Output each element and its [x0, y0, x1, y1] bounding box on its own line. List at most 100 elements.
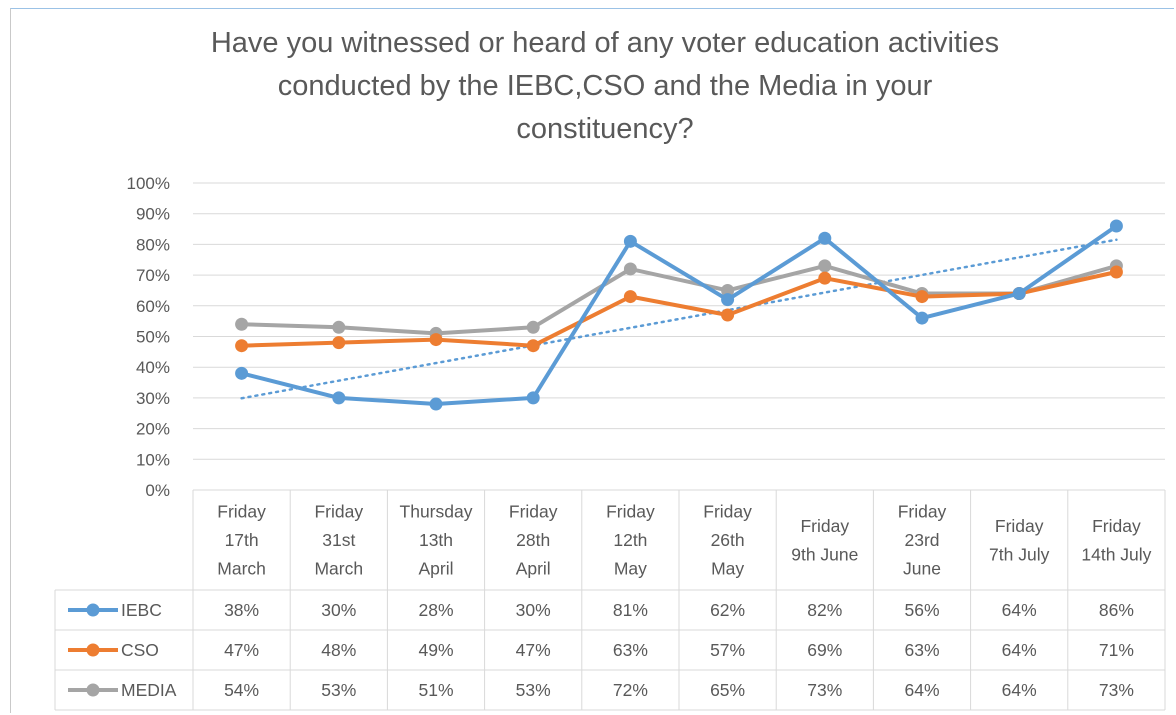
x-category-label: 7th July	[989, 544, 1050, 564]
cso-value-cell: 57%	[710, 640, 745, 660]
media-legend-label: MEDIA	[121, 680, 177, 700]
cso-value-cell: 48%	[321, 640, 356, 660]
cso-data-point	[915, 290, 929, 304]
y-tick-label: 60%	[136, 297, 170, 316]
y-tick-label: 0%	[145, 481, 170, 500]
media-value-cell: 64%	[1002, 680, 1037, 700]
iebc-legend-label: IEBC	[121, 600, 162, 620]
media-value-cell: 64%	[904, 680, 939, 700]
iebc-series-line	[241, 224, 1118, 406]
cso-data-point	[818, 271, 832, 285]
chart-title-line-1: Have you witnessed or heard of any voter…	[210, 27, 1000, 59]
iebc-data-point	[1012, 287, 1026, 301]
cso-data-point	[235, 339, 249, 353]
media-data-point	[526, 320, 540, 334]
y-tick-label: 30%	[136, 389, 170, 408]
media-value-cell: 51%	[418, 680, 453, 700]
x-category-label: Thursday	[400, 502, 473, 522]
x-category-label: 31st	[322, 530, 355, 550]
x-category-label: Friday	[509, 502, 558, 522]
chart-title-line-3: constituency?	[516, 113, 694, 145]
cso-series-line	[241, 270, 1117, 348]
x-category-label: 17th	[225, 530, 259, 550]
chart-frame	[10, 8, 1174, 713]
cso-legend-marker	[86, 643, 100, 657]
x-category-label: May	[614, 559, 647, 579]
media-series-line	[241, 263, 1117, 336]
iebc-value-cell: 28%	[418, 600, 453, 620]
x-category-label: April	[418, 559, 453, 579]
iebc-data-point	[429, 397, 443, 411]
media-data-point	[818, 259, 832, 273]
iebc-value-cell: 82%	[807, 600, 842, 620]
cso-data-point	[429, 333, 443, 347]
cso-data-point	[1109, 265, 1123, 279]
iebc-data-point	[915, 311, 929, 325]
media-value-cell: 65%	[710, 680, 745, 700]
x-category-label: Friday	[606, 502, 655, 522]
x-category-label: Friday	[995, 516, 1044, 536]
y-tick-label: 40%	[136, 358, 170, 377]
cso-value-cell: 49%	[418, 640, 453, 660]
cso-legend-label: CSO	[121, 640, 159, 660]
cso-value-cell: 47%	[224, 640, 259, 660]
y-tick-label: 20%	[136, 420, 170, 439]
media-value-cell: 72%	[613, 680, 648, 700]
media-value-cell: 73%	[1099, 680, 1134, 700]
x-category-label: Friday	[314, 502, 363, 522]
iebc-value-cell: 81%	[613, 600, 648, 620]
iebc-data-point	[332, 391, 346, 405]
iebc-data-point	[721, 293, 735, 307]
media-data-point	[623, 262, 637, 276]
x-category-label: March	[314, 559, 363, 579]
x-category-label: 9th June	[791, 544, 858, 564]
iebc-value-cell: 62%	[710, 600, 745, 620]
media-data-point	[235, 317, 249, 331]
x-category-label: Friday	[1092, 516, 1141, 536]
x-category-label: 23rd	[904, 530, 939, 550]
x-category-label: April	[516, 559, 551, 579]
cso-data-point	[332, 336, 346, 350]
cso-data-point	[526, 339, 540, 353]
cso-value-cell: 63%	[904, 640, 939, 660]
y-tick-label: 80%	[136, 235, 170, 254]
x-category-label: 12th	[613, 530, 647, 550]
media-legend-marker	[86, 683, 100, 697]
x-category-label: May	[711, 559, 744, 579]
iebc-value-cell: 56%	[904, 600, 939, 620]
iebc-trendline	[240, 238, 1118, 400]
cso-value-cell: 69%	[807, 640, 842, 660]
iebc-data-point	[818, 231, 832, 245]
cso-data-point	[623, 290, 637, 304]
x-category-label: Friday	[800, 516, 849, 536]
cso-value-cell: 64%	[1002, 640, 1037, 660]
iebc-value-cell: 38%	[224, 600, 259, 620]
media-data-point	[721, 283, 735, 297]
iebc-data-point	[526, 391, 540, 405]
y-tick-label: 10%	[136, 450, 170, 469]
iebc-value-cell: 86%	[1099, 600, 1134, 620]
media-data-point	[332, 320, 346, 334]
cso-value-cell: 71%	[1099, 640, 1134, 660]
x-category-label: 26th	[711, 530, 745, 550]
y-tick-label: 100%	[127, 174, 170, 193]
x-category-label: Friday	[898, 502, 947, 522]
media-value-cell: 73%	[807, 680, 842, 700]
iebc-data-point	[623, 234, 637, 248]
x-category-label: 14th July	[1081, 544, 1151, 564]
iebc-value-cell: 30%	[516, 600, 551, 620]
x-category-label: Friday	[703, 502, 752, 522]
cso-value-cell: 47%	[516, 640, 551, 660]
x-category-label: 13th	[419, 530, 453, 550]
x-category-label: June	[903, 559, 941, 579]
media-value-cell: 53%	[321, 680, 356, 700]
x-category-label: Friday	[217, 502, 266, 522]
iebc-data-point	[235, 366, 249, 380]
x-category-label: March	[217, 559, 266, 579]
chart-title: Have you witnessed or heard of any voter…	[100, 22, 1110, 151]
y-tick-label: 70%	[136, 266, 170, 285]
iebc-value-cell: 64%	[1002, 600, 1037, 620]
iebc-value-cell: 30%	[321, 600, 356, 620]
iebc-data-point	[1109, 219, 1123, 233]
cso-value-cell: 63%	[613, 640, 648, 660]
